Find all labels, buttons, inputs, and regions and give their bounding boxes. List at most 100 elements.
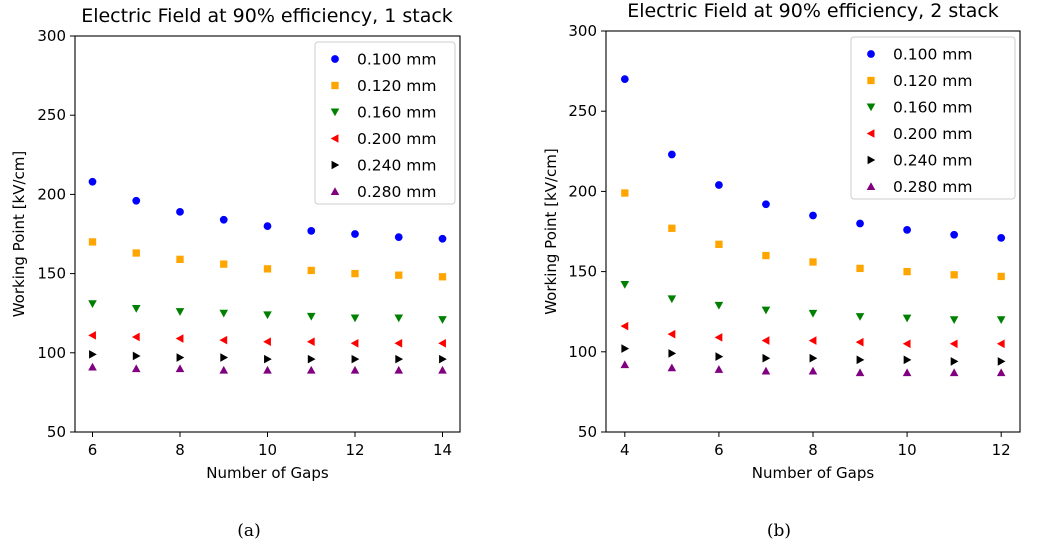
y-tick-label: 250 xyxy=(568,102,597,120)
data-point-0-200-mm-x6 xyxy=(88,331,96,340)
data-point-0-160-mm-x10 xyxy=(902,314,912,323)
data-point-0-100-mm-x9 xyxy=(219,215,228,224)
data-points xyxy=(88,177,447,374)
data-point-0-280-mm-x7 xyxy=(131,364,141,373)
data-point-0-160-mm-x11 xyxy=(306,312,316,321)
data-point-0-240-mm-x10 xyxy=(903,355,912,365)
data-point-0-280-mm-x6 xyxy=(88,362,97,371)
y-tick-label: 150 xyxy=(37,265,66,283)
data-point-0-120-mm-x5 xyxy=(668,224,676,232)
data-point-0-200-mm-x12 xyxy=(350,338,359,348)
data-point-0-160-mm-x11 xyxy=(949,316,959,325)
data-point-0-240-mm-x12 xyxy=(997,357,1006,366)
legend-marker-0-240-mm xyxy=(331,160,340,170)
data-point-0-200-mm-x9 xyxy=(855,337,864,347)
chart-title: Electric Field at 90% efficiency, 2 stac… xyxy=(627,0,999,22)
data-point-0-240-mm-x9 xyxy=(220,353,229,362)
legend-entry: 0.160 mm xyxy=(893,99,973,117)
data-point-0-280-mm-x11 xyxy=(949,368,959,377)
y-tick-label: 50 xyxy=(578,423,597,441)
legend-entry: 0.120 mm xyxy=(893,72,973,90)
data-point-0-240-mm-x7 xyxy=(132,351,141,361)
data-point-0-240-mm-x13 xyxy=(395,354,404,364)
data-point-0-120-mm-x7 xyxy=(762,251,770,260)
data-point-0-120-mm-x7 xyxy=(132,249,140,257)
y-tick-label: 300 xyxy=(568,22,597,40)
data-point-0-240-mm-x6 xyxy=(715,352,724,361)
legend-entry: 0.100 mm xyxy=(893,46,973,64)
data-point-0-280-mm-x10 xyxy=(263,365,272,374)
data-point-0-200-mm-x7 xyxy=(761,336,770,345)
data-point-0-200-mm-x9 xyxy=(219,335,228,345)
data-point-0-100-mm-x11 xyxy=(950,230,959,239)
data-point-0-120-mm-x6 xyxy=(88,238,97,246)
y-tick-label: 200 xyxy=(37,185,66,203)
data-point-0-280-mm-x12 xyxy=(996,368,1006,377)
data-point-0-160-mm-x7 xyxy=(761,306,771,315)
legend-marker-0-200-mm xyxy=(330,134,339,143)
data-point-0-120-mm-x11 xyxy=(950,271,958,279)
data-point-0-280-mm-x6 xyxy=(714,365,724,373)
data-point-0-280-mm-x7 xyxy=(761,366,771,375)
data-point-0-120-mm-x10 xyxy=(263,265,272,273)
data-point-0-200-mm-x8 xyxy=(808,336,817,345)
x-tick-label: 10 xyxy=(898,441,917,459)
x-tick-label: 14 xyxy=(433,441,452,459)
data-point-0-100-mm-x11 xyxy=(307,226,316,235)
data-point-0-160-mm-x14 xyxy=(438,316,447,324)
data-point-0-240-mm-x8 xyxy=(809,353,818,363)
data-point-0-240-mm-x9 xyxy=(856,355,865,365)
y-tick-label: 300 xyxy=(37,27,66,45)
data-point-0-280-mm-x8 xyxy=(808,366,818,375)
data-point-0-160-mm-x13 xyxy=(394,314,404,323)
data-point-0-120-mm-x6 xyxy=(715,240,723,248)
data-point-0-100-mm-x12 xyxy=(351,230,359,238)
data-point-0-240-mm-x12 xyxy=(351,354,360,364)
data-point-0-240-mm-x10 xyxy=(264,354,272,364)
x-tick-label: 12 xyxy=(345,441,364,459)
data-point-0-200-mm-x11 xyxy=(306,337,315,347)
legend-entry: 0.280 mm xyxy=(893,178,973,196)
data-point-0-280-mm-x9 xyxy=(219,365,229,374)
legend-marker-0-100-mm xyxy=(867,50,875,58)
data-point-0-160-mm-x9 xyxy=(855,313,865,321)
data-point-0-120-mm-x13 xyxy=(395,271,403,279)
y-tick-label: 100 xyxy=(37,344,66,362)
data-point-0-160-mm-x9 xyxy=(219,309,229,318)
data-point-0-200-mm-x6 xyxy=(714,333,723,342)
data-point-0-280-mm-x10 xyxy=(902,368,912,377)
data-point-0-240-mm-x14 xyxy=(439,354,447,364)
y-tick-label: 50 xyxy=(47,423,66,441)
subfigure-caption: (b) xyxy=(767,521,791,541)
chart-title: Electric Field at 90% efficiency, 1 stac… xyxy=(81,5,453,27)
data-point-0-200-mm-x10 xyxy=(263,337,271,347)
data-point-0-280-mm-x8 xyxy=(175,364,185,373)
x-tick-label: 12 xyxy=(992,441,1011,459)
data-point-0-160-mm-x8 xyxy=(808,309,818,318)
legend-marker-0-120-mm xyxy=(331,81,339,90)
data-point-0-160-mm-x8 xyxy=(175,308,185,316)
legend-marker-0-280-mm xyxy=(866,182,876,190)
data-point-0-160-mm-x12 xyxy=(350,314,360,323)
y-tick-label: 100 xyxy=(568,343,597,361)
data-point-0-100-mm-x6 xyxy=(715,181,723,189)
data-point-0-120-mm-x12 xyxy=(351,269,359,278)
data-point-0-120-mm-x14 xyxy=(438,273,447,281)
legend-entry: 0.200 mm xyxy=(893,125,973,143)
x-tick-label: 10 xyxy=(258,441,277,459)
y-axis-label: Working Point [kV/cm] xyxy=(10,151,28,318)
x-tick-label: 6 xyxy=(714,441,724,459)
legend-entry: 0.200 mm xyxy=(357,130,437,148)
data-point-0-200-mm-x4 xyxy=(620,321,629,331)
data-point-0-280-mm-x14 xyxy=(438,365,447,374)
legend-entry: 0.240 mm xyxy=(893,152,973,170)
legend-entry: 0.240 mm xyxy=(357,157,437,175)
data-point-0-160-mm-x6 xyxy=(88,300,97,308)
data-point-0-120-mm-x9 xyxy=(856,264,864,273)
data-point-0-280-mm-x9 xyxy=(855,368,865,377)
data-point-0-160-mm-x12 xyxy=(996,316,1006,325)
legend: 0.100 mm 0.120 mm 0.160 mm 0.200 mm 0.240 mm… xyxy=(850,36,1016,200)
data-point-0-100-mm-x13 xyxy=(394,233,403,242)
legend-box xyxy=(314,41,456,205)
